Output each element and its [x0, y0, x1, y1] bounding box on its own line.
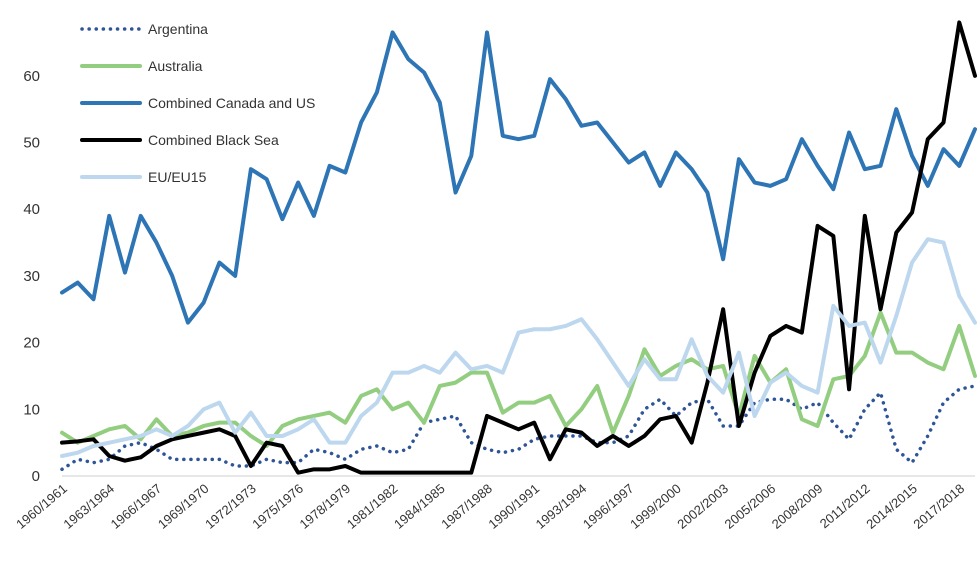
y-tick-label: 0: [32, 468, 40, 485]
series-line-combined-canada-and-us: [60, 30, 977, 325]
x-tick-label: 2002/2003: [674, 481, 731, 532]
x-tick-label: 1975/1976: [249, 481, 306, 532]
chart-legend: Argentina Australia Combined Canada and US…: [80, 21, 315, 185]
x-tick-label: 1978/1979: [297, 481, 354, 532]
series-line-combined-black-sea: [60, 20, 977, 475]
x-tick-label: 1990/1991: [485, 481, 542, 532]
x-tick-label: 2005/2006: [722, 481, 779, 532]
x-tick-label: 2014/2015: [863, 481, 920, 532]
y-tick-label: 60: [23, 68, 40, 85]
y-tick-label: 10: [23, 401, 40, 418]
series-line-eu-eu15: [60, 237, 977, 458]
x-tick-label: 1987/1988: [438, 481, 495, 532]
legend-label: Argentina: [148, 21, 208, 37]
x-tick-label: 1963/1964: [60, 481, 117, 532]
y-tick-label: 50: [23, 135, 40, 152]
series-line-australia: [60, 310, 977, 448]
x-tick-label: 1981/1982: [344, 481, 401, 532]
series-layer: [60, 20, 977, 475]
x-tick-label: 2011/2012: [817, 481, 873, 531]
x-tick-label: 1972/1973: [202, 481, 259, 532]
x-tick-label: 1993/1994: [533, 481, 590, 532]
y-tick-label: 30: [23, 268, 40, 285]
y-tick-label: 40: [23, 201, 40, 218]
legend-label: Combined Canada and US: [148, 95, 315, 111]
legend-label: Australia: [148, 58, 203, 74]
x-tick-label: 2008/2009: [769, 481, 826, 532]
legend-label: Combined Black Sea: [148, 132, 279, 148]
x-tick-label: 2017/2018: [910, 481, 967, 532]
x-tick-label: 1966/1967: [108, 481, 165, 532]
legend-label: EU/EU15: [148, 169, 207, 185]
x-tick-label: 1996/1997: [580, 481, 637, 532]
x-tick-label: 1960/1961: [13, 481, 70, 532]
x-tick-label: 1999/2000: [627, 481, 684, 532]
x-tick-label: 1984/1985: [391, 481, 448, 532]
y-tick-label: 20: [23, 335, 40, 352]
x-tick-label: 1969/1970: [155, 481, 212, 532]
